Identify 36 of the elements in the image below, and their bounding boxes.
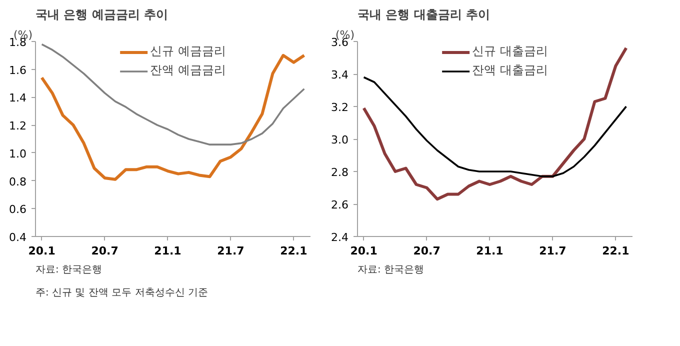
x-tick-label: 21.1 xyxy=(154,244,182,258)
x-tick-label: 22.1 xyxy=(602,244,630,258)
legend-label: 신규 예금금리 xyxy=(150,43,226,60)
legend-label: 잔액 대출금리 xyxy=(472,62,548,79)
chart-title: 국내 은행 예금금리 추이 xyxy=(36,8,168,22)
text: 주: 신규 및 잔액 모두 저축성수신 기준 xyxy=(36,288,208,298)
y-tick-label: 1.0 xyxy=(9,147,27,160)
line-series xyxy=(362,76,628,178)
x-tick-label: 20.7 xyxy=(413,244,440,258)
y-tick-label: 3.4 xyxy=(331,68,349,82)
y-tick-label: 1.2 xyxy=(9,120,27,133)
x-tick-label: 21.7 xyxy=(539,244,566,258)
y-tick-label: 1.6 xyxy=(9,64,27,77)
y-tick-label: 2.4 xyxy=(331,231,349,244)
chart-title: 국내 은행 대출금리 추이 xyxy=(358,8,490,22)
legend-label: 잔액 예금금리 xyxy=(150,62,226,79)
x-tick-label: 22.1 xyxy=(280,244,308,258)
y-tick-label: 3.0 xyxy=(331,134,349,146)
y-axis-title: (%) xyxy=(14,28,33,42)
y-tick-label: 1.4 xyxy=(9,92,27,105)
y-tick-label: 0.6 xyxy=(9,203,27,216)
x-tick-label: 21.7 xyxy=(217,244,244,258)
legend-label: 신규 대출금리 xyxy=(472,43,548,60)
text: 자료: 한국은행 xyxy=(36,264,102,276)
y-tick-label: 0.4 xyxy=(9,231,27,244)
x-tick-label: 20.7 xyxy=(91,244,118,258)
x-tick-label: 20.1 xyxy=(28,244,56,258)
x-tick-label: 21.1 xyxy=(476,244,504,258)
text: 자료: 한국은행 xyxy=(358,264,424,276)
y-tick-label: 2.8 xyxy=(331,166,349,179)
y-tick-label: 2.6 xyxy=(331,198,349,212)
x-tick-label: 20.1 xyxy=(350,244,378,258)
line-series xyxy=(362,46,628,201)
line-series xyxy=(40,43,306,146)
y-tick-label: 3.2 xyxy=(331,101,349,114)
y-tick-label: 0.8 xyxy=(9,175,27,188)
